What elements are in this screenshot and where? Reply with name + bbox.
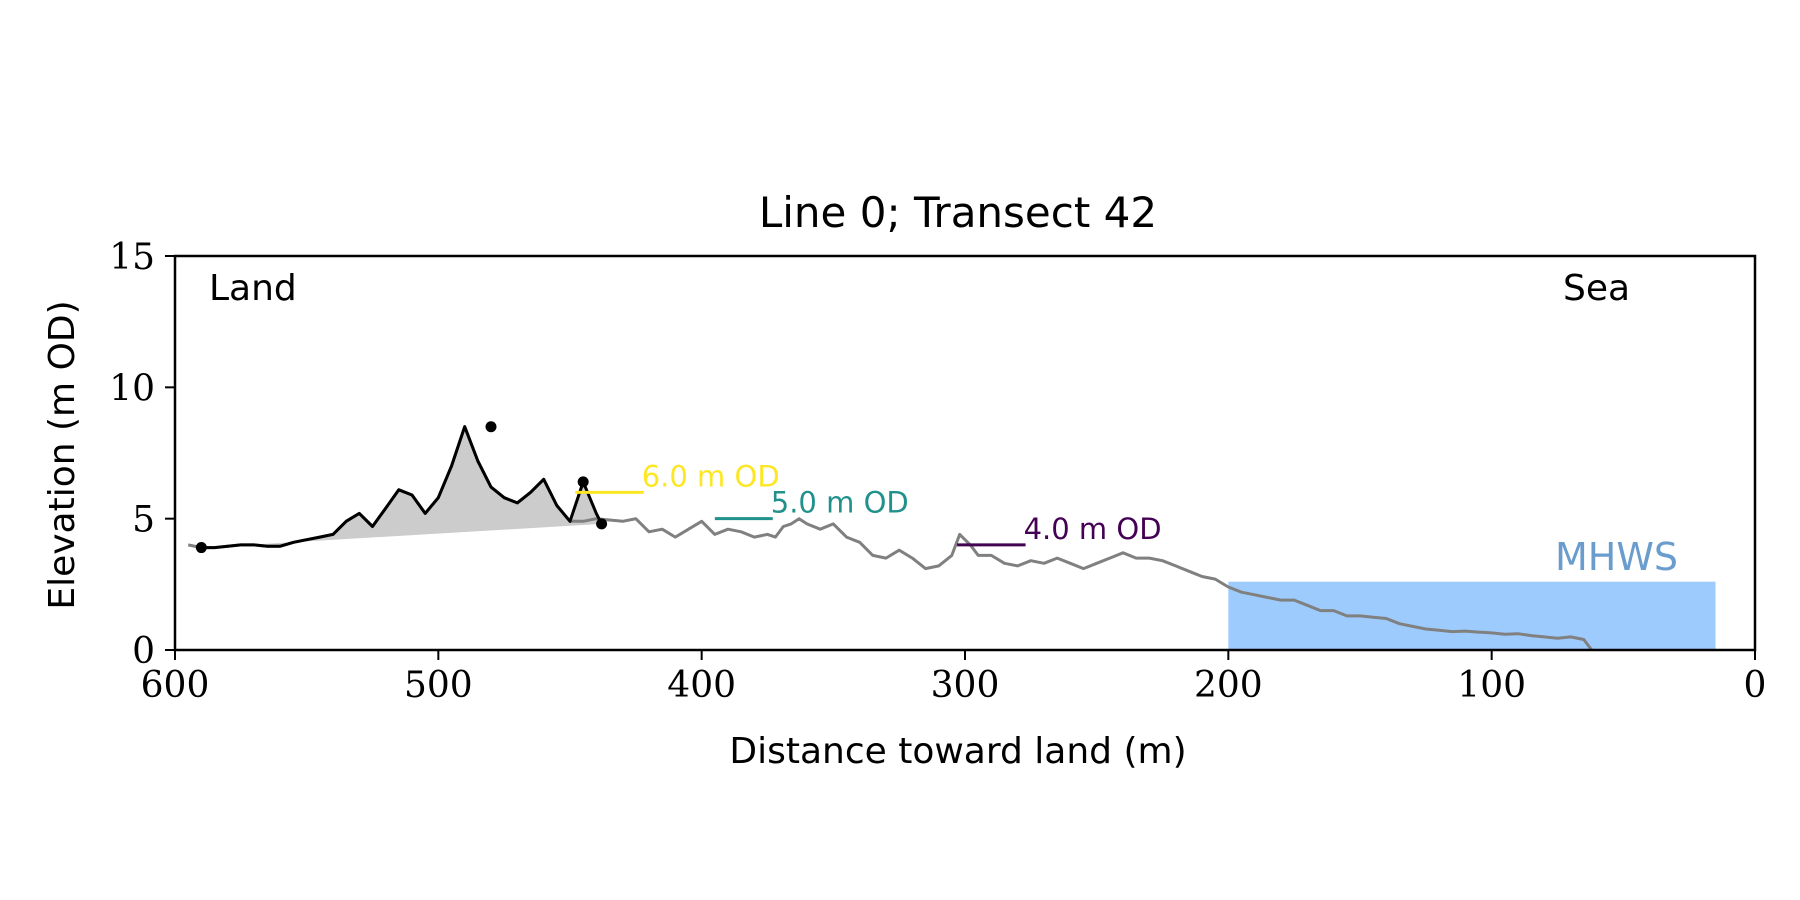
x-tick-label-2: 400	[667, 665, 736, 706]
x-tick-label-6: 0	[1744, 665, 1767, 706]
contour-label-0: 6.0 m OD	[642, 459, 780, 493]
contour-label-1: 5.0 m OD	[771, 486, 909, 520]
plot-area: 6.0 m OD5.0 m OD 4.0 m OD	[187, 421, 1716, 651]
y-axis-label: Elevation (m OD)	[42, 300, 83, 609]
dune-volume-fill	[201, 426, 602, 548]
y-tick-label-0: 0	[132, 631, 155, 672]
dune-marker-0	[195, 542, 207, 554]
dune-marker-2	[577, 476, 589, 488]
x-tick-label-4: 200	[1194, 665, 1263, 706]
y-tick-label-1: 5	[132, 500, 155, 541]
chart-title: Line 0; Transect 42	[759, 188, 1157, 237]
x-tick-label-5: 100	[1457, 665, 1526, 706]
mhws-annotation: MHWS	[1555, 535, 1678, 579]
y-tick-label-3: 15	[109, 237, 155, 278]
x-tick-label-1: 500	[404, 665, 473, 706]
mhws-band	[1228, 581, 1716, 650]
land-annotation: Land	[209, 268, 297, 309]
x-axis-label: Distance toward land (m)	[729, 731, 1186, 772]
axis-ticks: 600 500 400 300 200 100 0 0 5 10 15	[109, 237, 1766, 706]
x-tick-label-3: 300	[931, 665, 1000, 706]
y-tick-label-2: 10	[109, 368, 155, 409]
sea-annotation: Sea	[1563, 268, 1630, 309]
full-profile-line	[187, 425, 1593, 651]
x-tick-label-0: 600	[141, 665, 210, 706]
contour-label-2: 4.0 m OD	[1024, 512, 1162, 546]
dune-profile-line	[201, 425, 603, 550]
dune-marker-3	[596, 518, 608, 530]
dune-marker-1	[485, 421, 497, 433]
plot-frame	[173, 254, 1757, 652]
